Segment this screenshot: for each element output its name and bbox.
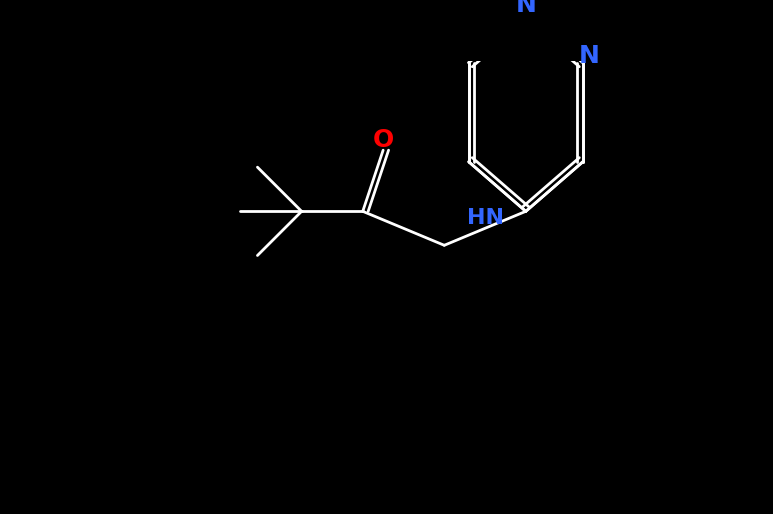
Text: O: O (373, 128, 393, 152)
Text: HN: HN (467, 208, 503, 228)
Text: N: N (516, 0, 536, 17)
Text: N: N (579, 44, 600, 68)
